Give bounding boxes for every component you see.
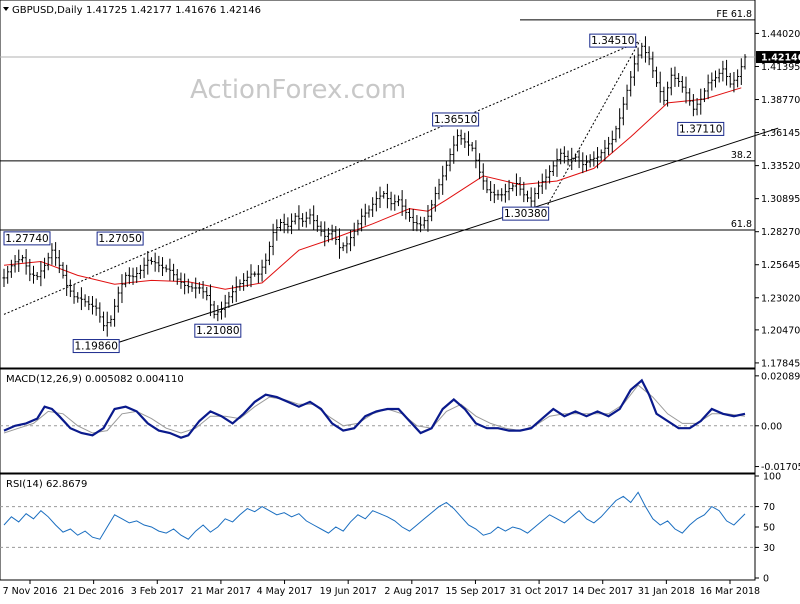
date-tick-label: 14 Dec 2017 bbox=[572, 586, 633, 597]
date-axis: 7 Nov 2016 21 Dec 2016 3 Feb 2017 21 Mar 20… bbox=[3, 580, 760, 597]
price-label: 1.27050 bbox=[98, 233, 141, 245]
rsi-tick-label: 100 bbox=[763, 472, 781, 483]
macd-line bbox=[3, 378, 746, 439]
price-pane-border bbox=[0, 0, 756, 369]
price-label: 1.34510 bbox=[591, 35, 634, 47]
fib-label: FE 61.8 bbox=[716, 9, 752, 20]
date-tick-label: 31 Oct 2017 bbox=[510, 586, 569, 597]
price-label-box bbox=[677, 121, 725, 136]
macd-pane-border bbox=[0, 368, 756, 474]
price-tick-label: 1.36145 bbox=[761, 128, 800, 139]
macd-title: MACD(12,26,9) 0.005082 0.004110 bbox=[6, 374, 184, 385]
price-label-box bbox=[502, 206, 550, 221]
price-tick-label: 1.44020 bbox=[761, 29, 800, 40]
fib-label: 61.8 bbox=[731, 219, 752, 230]
date-tick-label: 2 Aug 2017 bbox=[384, 586, 439, 597]
date-tick-label: 3 Feb 2017 bbox=[131, 586, 184, 597]
price-label-box bbox=[432, 112, 480, 127]
rsi-pane: 100 70 50 30 0 RSI(14) 62.8679 bbox=[0, 472, 781, 585]
date-tick-label: 15 Sep 2017 bbox=[445, 586, 505, 597]
price-label-box bbox=[72, 339, 120, 354]
price-label: 1.30380 bbox=[504, 208, 547, 220]
date-tick-label: 31 Jan 2018 bbox=[638, 586, 695, 597]
price-tick-label: 1.23020 bbox=[761, 293, 800, 304]
price-pane: ActionForex.com FE 61.8 38.2 61.8 1.27740 1… bbox=[0, 0, 800, 369]
date-tick-label: 19 Jun 2017 bbox=[320, 586, 377, 597]
fib-label: 38.2 bbox=[731, 150, 752, 161]
rsi-line bbox=[3, 491, 746, 540]
price-tick-label: 1.25645 bbox=[761, 260, 800, 271]
watermark-text: ActionForex.com bbox=[190, 75, 406, 105]
macd-tick-label: 0.00 bbox=[761, 421, 782, 432]
price-label: 1.27740 bbox=[5, 233, 48, 245]
price-tick-label: 1.38770 bbox=[761, 95, 800, 106]
chart-menu-icon[interactable] bbox=[3, 7, 9, 11]
price-tick-label: 1.17845 bbox=[761, 358, 800, 369]
rsi-tick-label: 30 bbox=[763, 543, 775, 554]
price-label: 1.21080 bbox=[196, 325, 239, 337]
date-tick-label: 21 Dec 2016 bbox=[63, 586, 124, 597]
rsi-tick-label: 70 bbox=[763, 502, 775, 513]
price-label-box bbox=[589, 33, 637, 48]
chart-symbol: GBPUSD,Daily bbox=[12, 5, 83, 16]
trendline-channel-bottom bbox=[96, 127, 779, 351]
price-tick-label: 1.30895 bbox=[761, 194, 800, 205]
date-tick-label: 4 May 2017 bbox=[257, 586, 313, 597]
trendline-channel-top bbox=[3, 40, 641, 315]
price-label-box bbox=[96, 231, 144, 246]
price-label: 1.36510 bbox=[434, 114, 477, 126]
price-label-box bbox=[3, 231, 51, 246]
price-label-box bbox=[194, 323, 242, 338]
price-label: 1.37110 bbox=[679, 123, 722, 135]
date-tick-label: 21 Mar 2017 bbox=[191, 586, 251, 597]
price-tick-label: 1.28270 bbox=[761, 227, 800, 238]
date-tick-label: 7 Nov 2016 bbox=[3, 586, 58, 597]
rsi-tick-label: 0 bbox=[763, 574, 769, 585]
rsi-tick-label: 50 bbox=[763, 523, 775, 534]
macd-pane: 0.020893 0.00 -0.017051 MACD(12,26,9) 0.00… bbox=[0, 368, 800, 474]
price-tick-label: 1.41395 bbox=[761, 62, 800, 73]
last-price-box bbox=[756, 51, 800, 64]
price-tick-label: 1.20470 bbox=[761, 325, 800, 336]
date-tick-label: 16 Mar 2018 bbox=[700, 586, 760, 597]
chart-ohlc: 1.41725 1.42177 1.41676 1.42146 bbox=[86, 5, 261, 16]
price-tick-label: 1.33520 bbox=[761, 161, 800, 172]
macd-tick-label: 0.020893 bbox=[761, 371, 800, 382]
rsi-title: RSI(14) 62.8679 bbox=[6, 479, 87, 490]
last-price-label: 1.42146 bbox=[761, 53, 800, 64]
macd-tick-label: -0.017051 bbox=[761, 462, 800, 473]
price-label: 1.19860 bbox=[74, 341, 117, 353]
trendline-wave-link bbox=[547, 40, 641, 206]
